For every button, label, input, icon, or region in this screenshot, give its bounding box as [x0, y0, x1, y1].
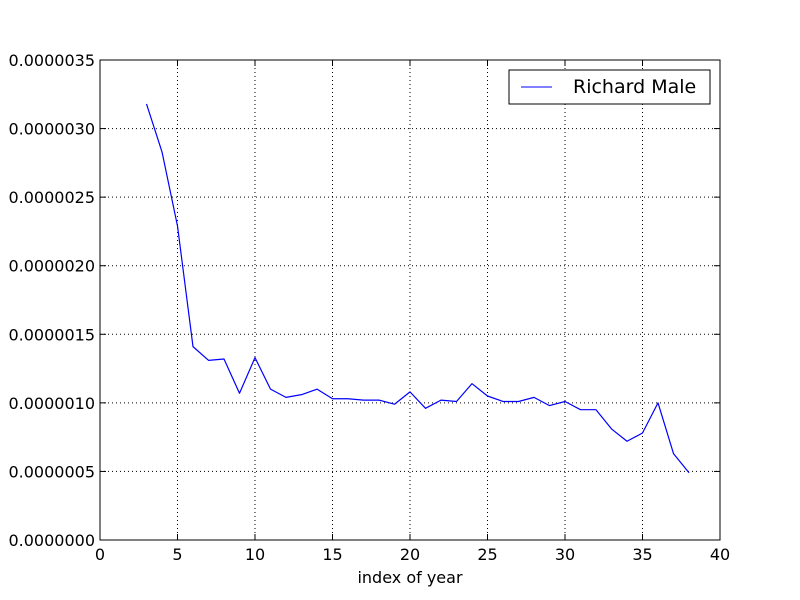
y-tick-label: 0.0000010	[8, 394, 95, 413]
x-tick-label: 10	[245, 545, 265, 564]
series-line-0	[145, 103, 690, 474]
y-tick-label: 0.0000030	[8, 120, 95, 139]
x-tick-label: 20	[400, 545, 420, 564]
x-tick-label: 15	[322, 545, 342, 564]
y-tick-label: 0.0000015	[8, 325, 95, 344]
x-tick-label: 30	[555, 545, 575, 564]
y-tick-label: 0.0000025	[8, 188, 95, 207]
series-group	[145, 103, 690, 474]
x-tick-label: 0	[95, 545, 105, 564]
y-tick-labels: 0.0000000 0.0000005 0.0000010 0.0000015 0.00…	[8, 51, 95, 550]
legend: Richard Male	[508, 69, 711, 105]
x-tick-labels: 0 5 10 15 20 25 30 35 40	[95, 545, 730, 564]
y-tick-label: 0.0000020	[8, 257, 95, 276]
x-tick-label: 40	[710, 545, 730, 564]
x-tick-label: 25	[477, 545, 497, 564]
x-tick-label: 5	[172, 545, 182, 564]
legend-label: Richard Male	[573, 76, 696, 98]
x-axis-label: index of year	[357, 568, 462, 587]
x-tick-label: 35	[632, 545, 652, 564]
grid-lines	[100, 60, 720, 540]
axis-ticks	[99, 59, 721, 541]
y-tick-label: 0.0000000	[8, 531, 95, 550]
y-tick-label: 0.0000005	[8, 462, 95, 481]
y-tick-label: 0.0000035	[8, 51, 95, 70]
